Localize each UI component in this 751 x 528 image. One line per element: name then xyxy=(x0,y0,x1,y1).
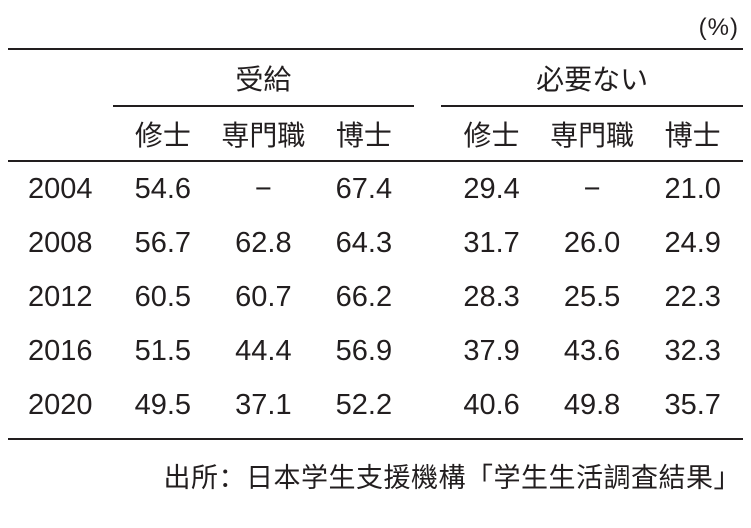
value-cell: 21.0 xyxy=(664,172,721,205)
value-cell: 43.6 xyxy=(563,334,621,367)
gap-cell xyxy=(414,324,441,378)
year-label: 2004 xyxy=(28,172,93,205)
value-cell: 24.9 xyxy=(664,226,721,259)
table-row: 2008 56.7 62.8 64.3 31.7 26.0 24.9 xyxy=(8,216,743,270)
year-label: 2016 xyxy=(28,334,93,367)
data-table: 受給 必要ない 修士 専門職 博士 修士 専門職 博士 2004 54.6 − … xyxy=(8,48,743,440)
value-cell: 28.3 xyxy=(463,280,520,313)
value-cell: 40.6 xyxy=(463,388,520,421)
value-cell: 56.9 xyxy=(335,334,393,367)
group-header-row: 受給 必要ない xyxy=(8,49,743,107)
value-cell: 37.1 xyxy=(235,388,292,421)
value-cell: − xyxy=(583,172,601,205)
value-cell: 56.7 xyxy=(134,226,192,259)
unit-label: (%) xyxy=(698,14,739,41)
table-row: 2016 51.5 44.4 56.9 37.9 43.6 32.3 xyxy=(8,324,743,378)
value-cell: 37.9 xyxy=(463,334,520,367)
group-header-hitsuyonai: 必要ない xyxy=(441,49,743,107)
table-row: 2020 49.5 37.1 52.2 40.6 49.8 35.7 xyxy=(8,378,743,439)
table-row: 2004 54.6 − 67.4 29.4 − 21.0 xyxy=(8,161,743,216)
value-cell: 60.5 xyxy=(134,280,192,313)
column-header-hitsuyonai-senmonshoku: 専門職 xyxy=(541,106,643,162)
column-header-jukyu-shushi: 修士 xyxy=(112,106,214,162)
year-label: 2012 xyxy=(28,280,93,313)
value-cell: 35.7 xyxy=(664,388,721,421)
value-cell: − xyxy=(254,172,272,205)
value-cell: 49.8 xyxy=(563,388,621,421)
year-label: 2020 xyxy=(28,388,93,421)
value-cell: 29.4 xyxy=(463,172,520,205)
value-cell: 51.5 xyxy=(134,334,192,367)
value-cell: 67.4 xyxy=(335,172,393,205)
column-header-jukyu-hakase: 博士 xyxy=(313,106,415,162)
value-cell: 44.4 xyxy=(235,334,292,367)
column-header-hitsuyonai-hakase: 博士 xyxy=(642,106,743,162)
source-note: 出所：日本学生支援機構「学生生活調査結果」 xyxy=(163,463,741,493)
group-gap xyxy=(414,106,442,162)
value-cell: 54.6 xyxy=(134,172,192,205)
sub-header-row: 修士 専門職 博士 修士 専門職 博士 xyxy=(8,106,743,162)
year-label: 2008 xyxy=(28,226,93,259)
corner-cell xyxy=(8,49,113,106)
gap-cell xyxy=(414,216,441,270)
value-cell: 26.0 xyxy=(563,226,621,259)
value-cell: 62.8 xyxy=(235,226,292,259)
gap-cell xyxy=(414,270,441,324)
group-gap xyxy=(414,49,441,106)
value-cell: 66.2 xyxy=(335,280,393,313)
group-header-jukyu: 受給 xyxy=(112,49,415,107)
table-row: 2012 60.5 60.7 66.2 28.3 25.5 22.3 xyxy=(8,270,743,324)
value-cell: 31.7 xyxy=(463,226,520,259)
value-cell: 64.3 xyxy=(335,226,393,259)
corner-cell xyxy=(8,106,113,162)
value-cell: 22.3 xyxy=(664,280,721,313)
gap-cell xyxy=(414,161,441,216)
value-cell: 25.5 xyxy=(563,280,621,313)
column-header-hitsuyonai-shushi: 修士 xyxy=(441,106,542,162)
column-header-jukyu-senmonshoku: 専門職 xyxy=(213,106,314,162)
value-cell: 49.5 xyxy=(134,388,192,421)
value-cell: 32.3 xyxy=(664,334,721,367)
value-cell: 52.2 xyxy=(335,388,393,421)
value-cell: 60.7 xyxy=(235,280,292,313)
gap-cell xyxy=(414,378,441,439)
